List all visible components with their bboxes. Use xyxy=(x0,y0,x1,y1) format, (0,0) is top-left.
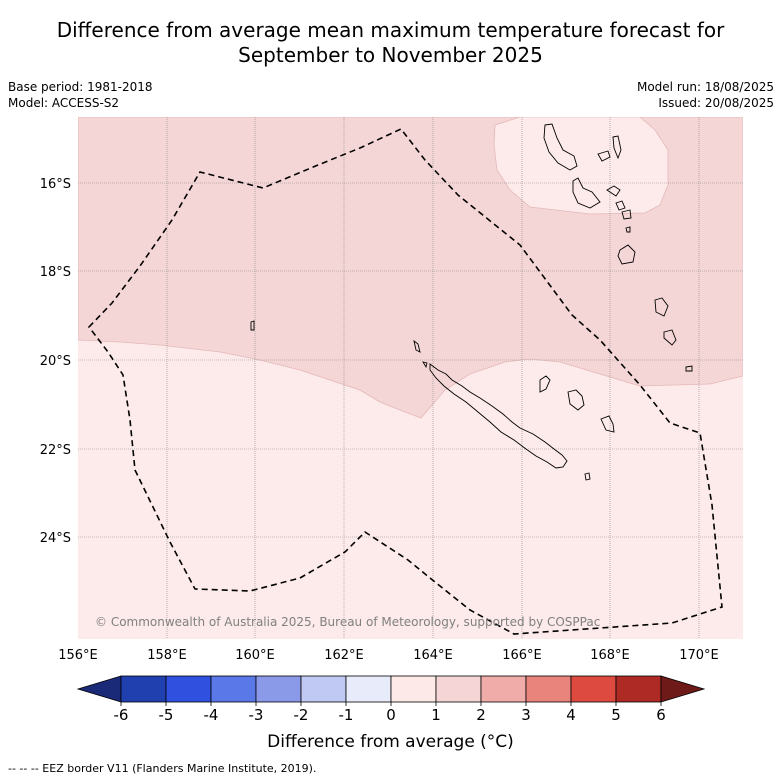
title-line-1: Difference from average mean maximum tem… xyxy=(56,18,725,42)
lon-label: 160°E xyxy=(235,648,275,663)
colorbar-swatch xyxy=(570,675,617,703)
colorbar-label: Difference from average (°C) xyxy=(267,732,514,752)
colorbar: -6 -5 -4 -3 -2 -1 0 1 2 3 4 5 6 xyxy=(76,675,706,724)
landmasses xyxy=(250,123,693,481)
new-caledonia-coast xyxy=(429,363,568,469)
meta-left: Base period: 1981-2018 Model: ACCESS-S2 xyxy=(8,79,153,111)
eez-border xyxy=(87,128,723,635)
lon-label: 164°E xyxy=(413,648,453,663)
colorbar-swatch xyxy=(120,675,167,703)
lat-label: 16°S xyxy=(40,177,71,192)
issued-date: Issued: 20/08/2025 xyxy=(658,96,774,110)
colorbar-swatch xyxy=(255,675,302,703)
lon-label: 166°E xyxy=(502,648,542,663)
colorbar-tick-label: -3 xyxy=(249,706,264,724)
colorbar-swatch xyxy=(300,675,347,703)
colorbar-low-extension xyxy=(76,675,122,703)
colorbar-tick-label: -6 xyxy=(114,706,129,724)
lat-label: 20°S xyxy=(40,354,71,369)
small-reefs xyxy=(250,320,428,369)
colorbar-tick-label: 5 xyxy=(611,706,621,724)
colorbar-swatch xyxy=(525,675,572,703)
loyalty-islands xyxy=(539,375,615,481)
colorbar-tick-label: -1 xyxy=(339,706,354,724)
lat-label: 22°S xyxy=(40,443,71,458)
longitude-labels: 156°E 158°E 160°E 162°E 164°E 166°E 168°E 170°E xyxy=(58,648,719,663)
latitude-labels: 16°S 18°S 20°S 22°S 24°S xyxy=(40,177,71,546)
lon-label: 158°E xyxy=(147,648,187,663)
colorbar-high-extension xyxy=(660,675,706,703)
vanuatu-islands xyxy=(543,123,693,372)
colorbar-swatch xyxy=(345,675,392,703)
colorbar-swatch xyxy=(435,675,482,703)
colorbar-tick-label: -5 xyxy=(159,706,174,724)
colorbar-swatch xyxy=(390,675,437,703)
chart-title: Difference from average mean maximum tem… xyxy=(0,18,781,68)
colorbar-swatch xyxy=(480,675,527,703)
colorbar-swatch xyxy=(615,675,662,703)
colorbar-swatch xyxy=(165,675,212,703)
model-name: Model: ACCESS-S2 xyxy=(8,96,120,110)
lon-label: 156°E xyxy=(58,648,98,663)
meta-right: Model run: 18/08/2025 Issued: 20/08/2025 xyxy=(637,79,774,111)
colorbar-tick-label: 3 xyxy=(521,706,531,724)
colorbar-tick-label: 2 xyxy=(476,706,486,724)
copyright-text: © Commonwealth of Australia 2025, Bureau… xyxy=(95,615,600,629)
colorbar-tick-label: -4 xyxy=(204,706,219,724)
colorbar-tick-label: 6 xyxy=(656,706,666,724)
eez-legend-footer: -- -- -- EEZ border V11 (Flanders Marine… xyxy=(8,762,317,775)
anomaly-region-0-1-north xyxy=(493,117,669,215)
lat-label: 18°S xyxy=(40,265,71,280)
colorbar-swatch xyxy=(210,675,257,703)
anomaly-field xyxy=(78,117,743,639)
lon-label: 170°E xyxy=(679,648,719,663)
colorbar-tick-label: 1 xyxy=(431,706,441,724)
model-run: Model run: 18/08/2025 xyxy=(636,80,774,94)
lon-label: 168°E xyxy=(590,648,630,663)
lat-label: 24°S xyxy=(40,531,71,546)
title-line-2: September to November 2025 xyxy=(238,43,543,67)
colorbar-tick-label: 4 xyxy=(566,706,576,724)
lon-label: 162°E xyxy=(324,648,364,663)
colorbar-tick-label: -2 xyxy=(294,706,309,724)
base-period: Base period: 1981-2018 xyxy=(8,80,153,94)
colorbar-tick-label: 0 xyxy=(386,706,396,724)
